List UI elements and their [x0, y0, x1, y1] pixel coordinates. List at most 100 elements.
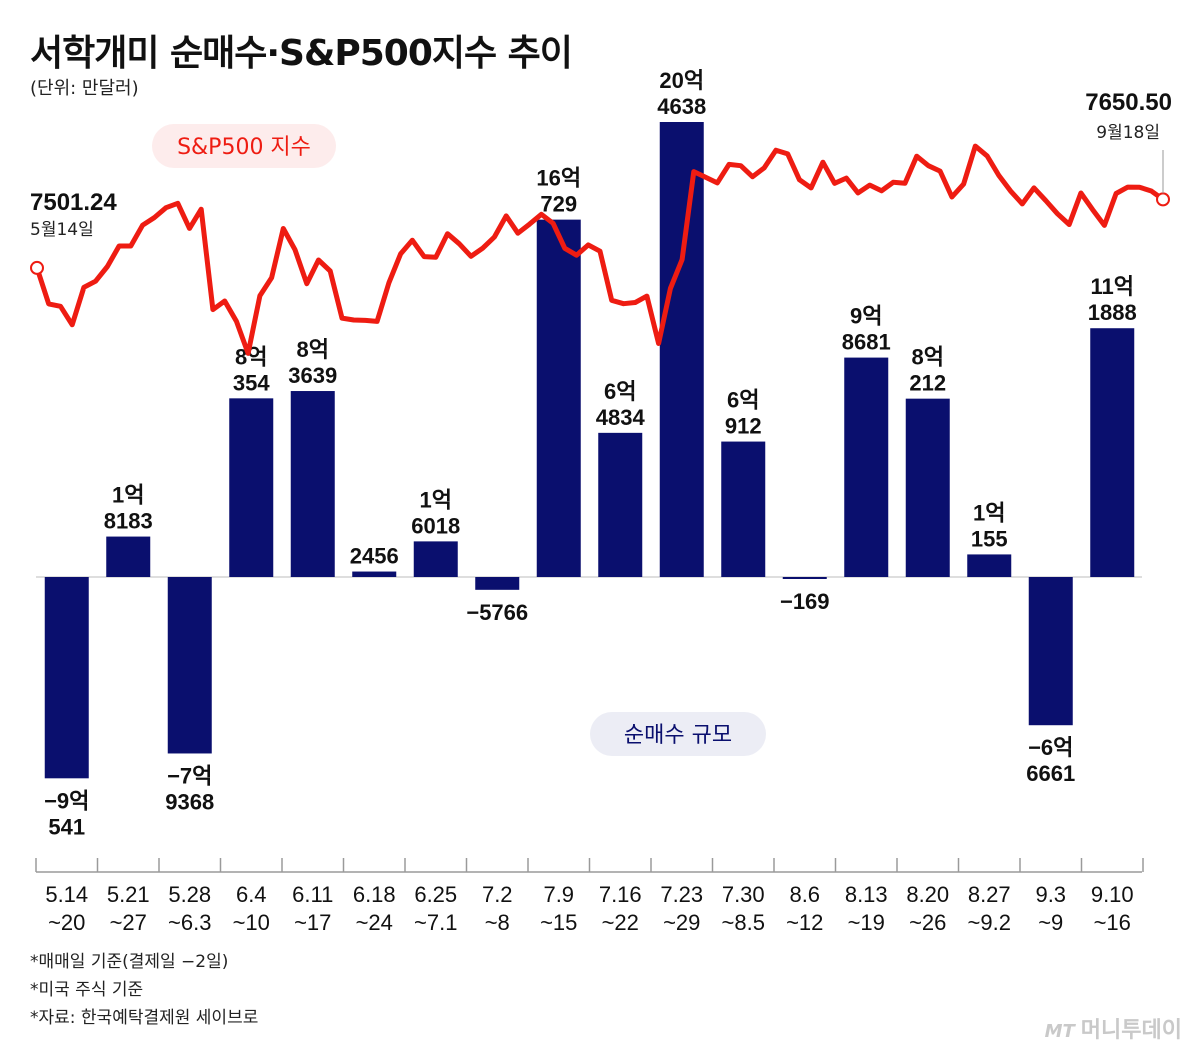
- bar-value-label: 541: [48, 814, 85, 839]
- footnote-scope: *미국 주식 기준: [30, 980, 144, 1000]
- legend-label-netbuy: 순매수 규모: [624, 723, 732, 748]
- bar[interactable]: [598, 432, 643, 577]
- legend-label-sp500: S&P500 지수: [177, 135, 311, 160]
- bar[interactable]: [106, 536, 151, 577]
- x-tick-label: 6.11: [292, 882, 333, 907]
- start-value-label: 7501.24: [30, 189, 117, 216]
- bar-value-label: −169: [780, 589, 830, 614]
- bar-value-label: 6018: [411, 513, 460, 538]
- x-tick-label: ~19: [848, 910, 885, 935]
- x-tick-label: 9.3: [1035, 882, 1066, 907]
- unit-label: (단위: 만달러): [30, 78, 139, 99]
- x-tick-label: 8.27: [968, 882, 1011, 907]
- sp500-line: [34, 143, 1166, 356]
- brand-name: 머니투데이: [1080, 1018, 1182, 1043]
- x-tick-label: 8.13: [845, 882, 888, 907]
- bar-value-label-top: 11억: [1091, 274, 1135, 299]
- footnote-source: *자료: 한국예탁결제원 세이브로: [30, 1008, 259, 1028]
- bar[interactable]: [44, 577, 89, 779]
- bar[interactable]: [1090, 328, 1135, 577]
- x-tick-label: 7.2: [482, 882, 513, 907]
- bar[interactable]: [1028, 577, 1073, 726]
- bar-value-label-top: 1억: [112, 483, 144, 508]
- bar[interactable]: [967, 554, 1012, 577]
- x-tick-label: 7.30: [722, 882, 765, 907]
- x-tick-label: ~12: [786, 910, 823, 935]
- bar-value-label: 912: [725, 414, 762, 439]
- start-date-label: 5월14일: [30, 220, 94, 240]
- bar-value-label-top: 20억: [659, 68, 704, 93]
- bar-value-label-top: −6억: [1028, 735, 1073, 760]
- x-tick-label: 5.14: [45, 882, 88, 907]
- bar-value-label: 212: [909, 371, 946, 396]
- x-tick-label: ~9: [1038, 910, 1063, 935]
- x-tick-label: ~6.3: [168, 910, 211, 935]
- x-tick-label: 5.28: [168, 882, 211, 907]
- x-tick-label: 9.10: [1091, 882, 1134, 907]
- bar-value-label-top: 6억: [727, 388, 759, 413]
- bar-value-label: 6661: [1026, 761, 1075, 786]
- bar[interactable]: [352, 571, 397, 577]
- bar-value-label-top: −7억: [167, 763, 212, 788]
- end-value-label: 7650.50: [1085, 89, 1172, 116]
- x-tick-label: 5.21: [107, 882, 150, 907]
- bar[interactable]: [229, 398, 274, 577]
- end-point: [1156, 192, 1170, 207]
- x-tick-label: 7.23: [660, 882, 703, 907]
- bar[interactable]: [167, 577, 212, 754]
- bar-value-label-top: −9억: [44, 788, 89, 813]
- x-tick-label: 6.18: [353, 882, 396, 907]
- x-tick-label: 8.20: [906, 882, 949, 907]
- legend-pill-netbuy: [590, 712, 766, 756]
- bar-value-label: 1888: [1088, 300, 1137, 325]
- end-date-label: 9월18일: [1096, 123, 1160, 143]
- bar[interactable]: [782, 577, 827, 579]
- x-tick-label: ~16: [1094, 910, 1131, 935]
- bar[interactable]: [413, 541, 458, 577]
- bar-value-label-top: 1억: [973, 500, 1005, 525]
- bar[interactable]: [475, 577, 520, 590]
- bar-value-label: 2456: [350, 544, 399, 569]
- bar[interactable]: [536, 219, 581, 577]
- x-tick-label: ~9.2: [968, 910, 1011, 935]
- bar-value-label-top: 6억: [604, 379, 636, 404]
- x-tick-label: ~22: [602, 910, 639, 935]
- x-tick-label: ~29: [663, 910, 700, 935]
- x-tick-label: ~8: [485, 910, 510, 935]
- bar-value-label: 8183: [104, 509, 153, 534]
- bar-value-label: 8681: [842, 330, 891, 355]
- bar[interactable]: [905, 398, 950, 577]
- bar-value-label: 4834: [596, 405, 646, 430]
- bar[interactable]: [721, 441, 766, 577]
- x-tick-label: 8.6: [789, 882, 820, 907]
- bar[interactable]: [844, 357, 889, 577]
- bar-value-label: 4638: [657, 94, 706, 119]
- bar-value-label: 3639: [288, 363, 337, 388]
- legend-pill-sp500: [152, 124, 336, 168]
- x-tick-label: ~20: [48, 910, 85, 935]
- bar-value-label-top: 8억: [297, 337, 329, 362]
- start-point: [30, 260, 44, 275]
- x-tick-label: ~10: [233, 910, 270, 935]
- bar-value-label: −5766: [466, 600, 528, 625]
- x-tick-label: ~15: [540, 910, 577, 935]
- bar[interactable]: [659, 122, 704, 577]
- bar-value-label: 354: [233, 370, 270, 395]
- bar-value-label: 729: [540, 192, 577, 217]
- x-tick-label: ~26: [909, 910, 946, 935]
- x-tick-label: ~7.1: [414, 910, 457, 935]
- bar-value-label-top: 9억: [850, 304, 882, 329]
- x-tick-label: 6.25: [414, 882, 457, 907]
- page-title: 서학개미 순매수·S&P500지수 추이: [30, 33, 573, 74]
- bar[interactable]: [290, 391, 335, 577]
- bar-value-label-top: 1억: [420, 487, 452, 512]
- footnotes: *매매일 기준(결제일 −2일) *미국 주식 기준 *자료: 한국예탁결제원 …: [30, 948, 258, 1032]
- x-tick-label: 7.9: [543, 882, 574, 907]
- brand-mark: MT: [1044, 1021, 1075, 1042]
- x-tick-label: ~27: [110, 910, 147, 935]
- x-tick-label: ~8.5: [722, 910, 765, 935]
- x-tick-label: ~17: [294, 910, 331, 935]
- footnote-settlement: *매매일 기준(결제일 −2일): [30, 952, 229, 972]
- bar-value-label: 9368: [165, 789, 214, 814]
